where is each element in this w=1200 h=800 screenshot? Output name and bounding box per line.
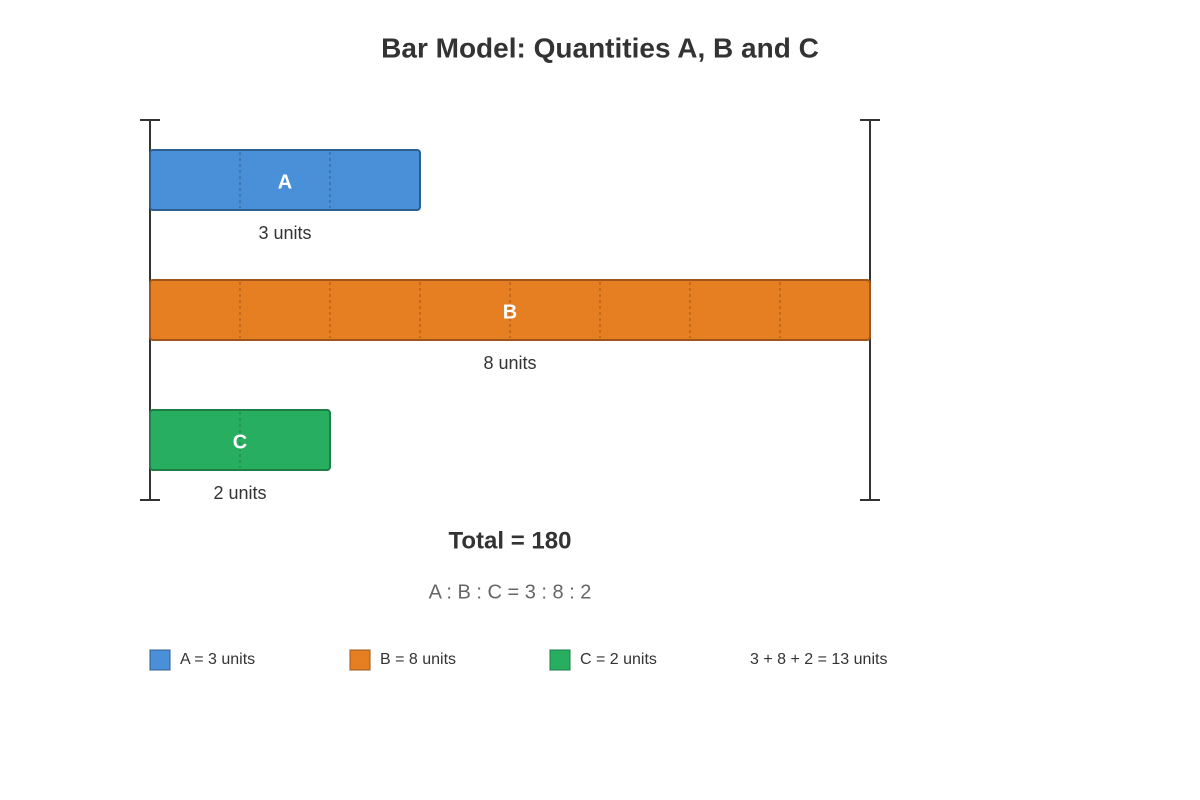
unit-label: 2 units <box>213 483 266 503</box>
legend-swatch <box>549 649 571 671</box>
bar-label: B <box>503 301 517 323</box>
legend-label: C = 2 units <box>580 651 657 668</box>
unit-label: 8 units <box>483 353 536 373</box>
unit-label: 3 units <box>258 223 311 243</box>
bar <box>149 149 421 211</box>
bar <box>149 409 331 471</box>
bar-label: C <box>233 431 247 453</box>
bar-label: A <box>278 171 292 193</box>
legend-swatch <box>149 649 171 671</box>
title: Bar Model: Quantities A, B and C <box>381 32 819 63</box>
legend-label: B = 8 units <box>380 651 456 668</box>
legend-label: A = 3 units <box>180 651 255 668</box>
legend-swatch <box>349 649 371 671</box>
total: Total = 180 <box>449 527 572 554</box>
sum: 3 + 8 + 2 = 13 units <box>750 651 887 668</box>
ratio: A : B : C = 3 : 8 : 2 <box>429 581 592 603</box>
